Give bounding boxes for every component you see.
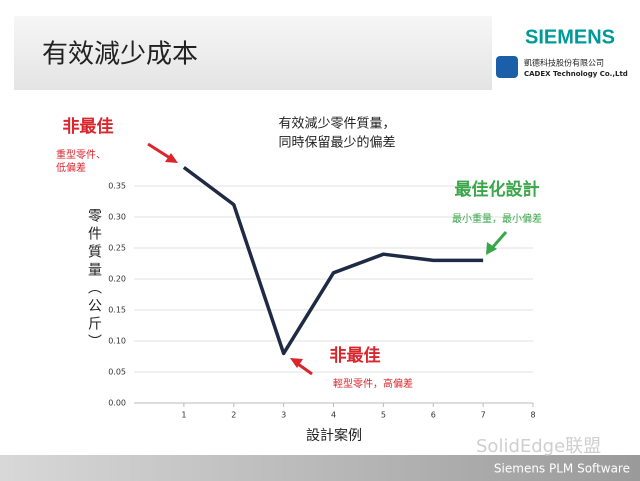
y-tick-label: 0.05 <box>108 368 126 377</box>
x-tick-label: 1 <box>181 411 186 420</box>
annotation-text: 輕型零件，高偏差 <box>333 377 413 390</box>
x-tick-label: 7 <box>481 411 486 420</box>
slide-title: 有效減少成本 <box>42 40 198 70</box>
y-tick-label: 0.35 <box>108 182 126 191</box>
y-tick-label: 0.10 <box>108 337 126 346</box>
company-en: CADEX Technology Co.,Ltd <box>524 70 628 78</box>
annotation-title: 非最佳 <box>63 116 114 137</box>
annotation-text: 低偏差 <box>56 161 86 174</box>
footer-bar <box>0 455 640 481</box>
annotation-text: 重型零件、 <box>56 148 106 161</box>
y-tick-label: 0.00 <box>108 399 126 408</box>
footer-text: Siemens PLM Software <box>494 462 630 476</box>
x-tick-label: 2 <box>231 411 236 420</box>
cadex-icon <box>496 56 518 78</box>
annotation-text: 最小重量，最小偏差 <box>452 212 542 225</box>
company: 凱德科技股份有限公司 <box>524 58 604 68</box>
annotation-text: 同時保留最少的偏差 <box>278 135 395 151</box>
x-tick-label: 8 <box>530 411 535 420</box>
x-tick-label: 4 <box>331 411 336 420</box>
annotation-text: 有效減少零件質量， <box>278 116 395 132</box>
x-tick-label: 3 <box>281 411 286 420</box>
y-tick-label: 0.20 <box>108 275 126 284</box>
y-tick-label: 0.30 <box>108 213 126 222</box>
arrows <box>147 142 508 376</box>
x-tick-label: 6 <box>431 411 436 420</box>
brand: SIEMENS <box>525 26 615 48</box>
data-line <box>182 165 484 356</box>
y-tick-label: 0.25 <box>108 244 126 253</box>
annotation-title: 非最佳 <box>330 345 381 366</box>
y-tick-label: 0.15 <box>108 306 126 315</box>
x-axis-label: 設計案例 <box>306 427 362 444</box>
annotation-title: 最佳化設計 <box>455 179 540 200</box>
x-tick-label: 5 <box>381 411 386 420</box>
y-axis-label: 零件質量（公斤） <box>86 208 102 352</box>
watermark: SolidEdge联盟 <box>476 436 601 457</box>
